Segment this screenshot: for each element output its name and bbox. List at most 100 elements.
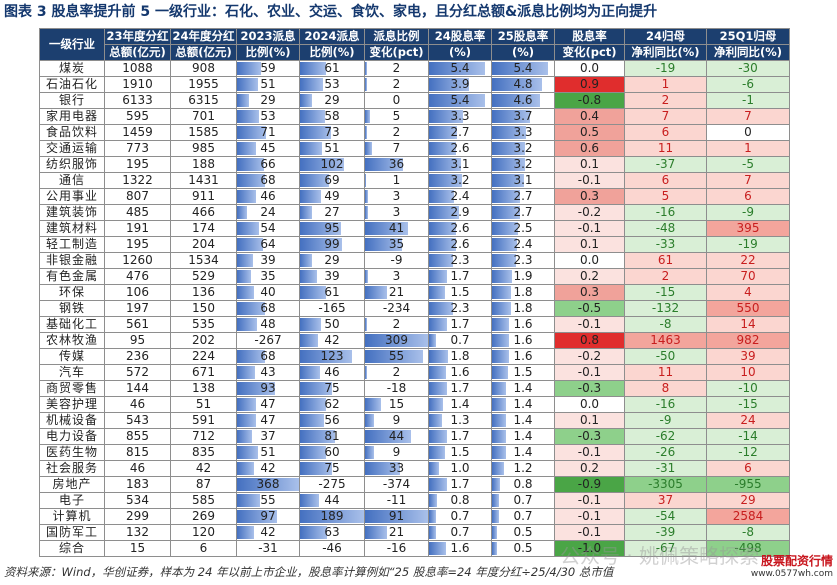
cell-value: 50: [324, 317, 340, 332]
cell-value: -374: [382, 477, 411, 492]
industry-cell: 汽车: [39, 364, 105, 381]
data-bar: [237, 206, 247, 219]
value-cell: -0.2: [554, 348, 625, 365]
bar-cell: 58: [299, 108, 365, 125]
cell-value: 1.6: [450, 541, 470, 556]
data-bar: [429, 414, 443, 427]
cell-value: 1.0: [450, 461, 470, 476]
data-bar: [429, 334, 437, 347]
cell-value: 93: [260, 381, 276, 396]
table-body: 煤炭 1088 908 59 61 2 5.4 5.4 0.0 -19 -30 石油石化 1910 195…: [39, 60, 790, 557]
bar-cell: 97: [236, 508, 300, 525]
table-row: 环保 106 136 40 61 21 1.5 1.8 0.3 -15 4: [39, 284, 790, 301]
bar-cell: 49: [299, 188, 365, 205]
industry-cell: 房地产: [39, 476, 105, 493]
data-bar: [237, 398, 257, 411]
bar-cell: 1.4: [428, 396, 492, 413]
table-row: 商贸零售 144 138 93 75 -18 1.7 1.4 -0.3 8 -10: [39, 380, 790, 397]
cell-value: 1.7: [450, 429, 470, 444]
cell-value: 2.4: [450, 189, 470, 204]
table-row: 电子 534 585 55 44 -11 0.8 0.7 -0.1 37 29: [39, 492, 790, 509]
data-bar: [237, 494, 260, 507]
data-bar: [237, 62, 262, 75]
bar-cell: 1.2: [491, 460, 555, 477]
cell-value: 3.1: [450, 157, 470, 172]
cell-value: -31: [258, 541, 278, 556]
bar-cell: -31: [236, 540, 300, 557]
bar-cell: 1.6: [428, 364, 492, 381]
value-cell: 191: [104, 220, 171, 237]
table-row: 机械设备 543 591 47 56 9 1.3 1.4 0.1 -9 24: [39, 412, 790, 429]
industry-cell: 电力设备: [39, 428, 105, 445]
data-bar: [492, 398, 507, 411]
bar-cell: 1.5: [428, 444, 492, 461]
data-bar: [300, 222, 341, 235]
bar-cell: 27: [299, 204, 365, 221]
value-cell: -3305: [624, 476, 707, 493]
value-cell: 0.6: [554, 140, 625, 157]
data-bar: [492, 286, 511, 299]
data-bar: [429, 478, 447, 491]
bar-cell: 61: [299, 60, 365, 77]
value-cell: 572: [104, 364, 171, 381]
value-cell: 22: [706, 252, 790, 269]
bar-cell: 64: [236, 236, 300, 253]
cell-value: 1.7: [450, 381, 470, 396]
value-cell: -62: [624, 428, 707, 445]
bar-cell: 68: [236, 300, 300, 317]
data-bar: [429, 398, 444, 411]
value-cell: 183: [104, 476, 171, 493]
bar-cell: 3: [364, 188, 429, 205]
data-bar: [492, 350, 509, 363]
cell-value: 41: [388, 221, 405, 236]
value-cell: -0.1: [554, 172, 625, 189]
value-cell: 197: [104, 300, 171, 317]
cell-value: 5: [392, 109, 401, 124]
data-bar: [300, 494, 319, 507]
data-bar: [492, 318, 509, 331]
data-bar: [365, 430, 412, 443]
data-bar: [492, 542, 498, 555]
value-cell: 6: [624, 172, 707, 189]
cell-value: 1.2: [513, 461, 533, 476]
bar-cell: 44: [299, 492, 365, 509]
data-bar: [365, 78, 368, 91]
data-bar: [300, 78, 323, 91]
value-cell: 529: [170, 268, 237, 285]
value-cell: 11: [624, 140, 707, 157]
cell-value: 64: [260, 237, 276, 252]
bar-cell: 1.5: [491, 364, 555, 381]
column-header: 23年度分红: [104, 28, 171, 45]
table-row: 食品饮料 1459 1585 71 73 2 2.7 3.3 0.5 6 0: [39, 124, 790, 141]
data-bar: [300, 270, 317, 283]
bar-cell: 1.4: [491, 444, 555, 461]
cell-value: 53: [324, 77, 340, 92]
value-cell: 0: [706, 124, 790, 141]
cell-value: 0.5: [513, 525, 533, 540]
value-cell: -0.1: [554, 492, 625, 509]
bar-cell: 95: [299, 220, 365, 237]
industry-cell: 商贸零售: [39, 380, 105, 397]
bar-cell: 1.7: [428, 316, 492, 333]
bar-cell: 41: [364, 220, 429, 237]
data-bar: [492, 126, 527, 139]
cell-value: 45: [260, 141, 276, 156]
bar-cell: 1.4: [491, 428, 555, 445]
cell-value: 1.6: [513, 317, 533, 332]
data-bar: [365, 286, 388, 299]
data-bar: [429, 350, 448, 363]
cell-value: -234: [382, 301, 411, 316]
bar-cell: 2: [364, 316, 429, 333]
cell-value: 21: [388, 525, 405, 540]
bar-cell: 29: [236, 92, 300, 109]
data-bar: [429, 510, 437, 523]
cell-value: -275: [318, 477, 346, 492]
cell-value: 3: [392, 189, 401, 204]
data-bar: [429, 110, 464, 123]
cell-value: 91: [388, 509, 405, 524]
bar-cell: 51: [299, 140, 365, 157]
bar-cell: 1.4: [491, 380, 555, 397]
bar-cell: 35: [364, 236, 429, 253]
value-cell: 106: [104, 284, 171, 301]
value-cell: -19: [624, 60, 707, 77]
